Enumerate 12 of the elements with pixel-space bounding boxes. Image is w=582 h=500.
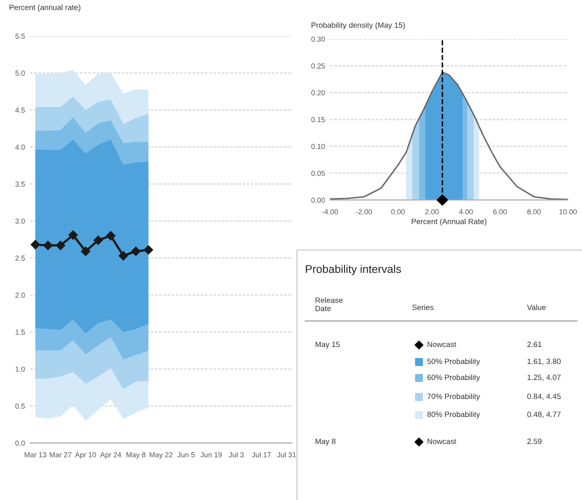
text: Probability intervals xyxy=(306,264,401,276)
line-series xyxy=(330,72,568,200)
point xyxy=(56,240,66,250)
point xyxy=(94,236,103,245)
point xyxy=(118,251,128,260)
point xyxy=(131,246,140,256)
point xyxy=(144,245,154,254)
point xyxy=(30,240,40,250)
point xyxy=(68,230,78,240)
point xyxy=(43,240,53,250)
point xyxy=(106,231,116,240)
point xyxy=(81,246,90,256)
